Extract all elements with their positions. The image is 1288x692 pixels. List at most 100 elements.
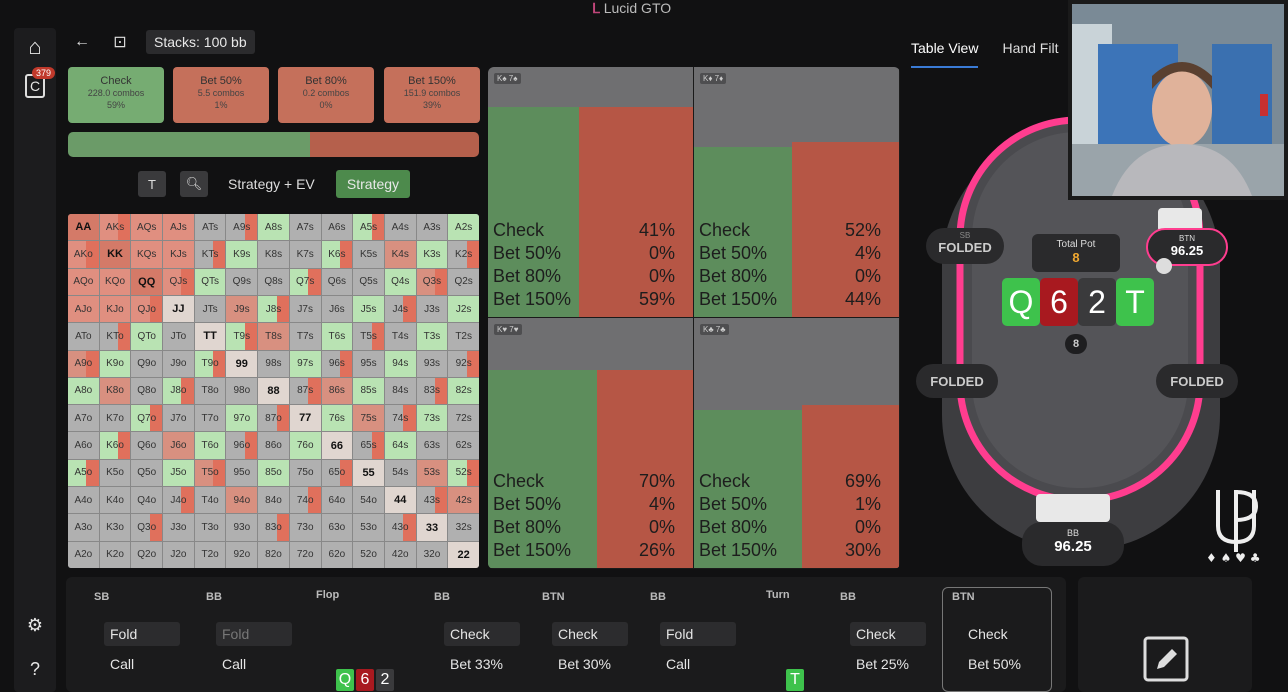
hand-cell[interactable]: Q3s <box>416 268 448 295</box>
hand-cell[interactable]: K8o <box>99 377 131 405</box>
board-quadrant[interactable]: K♥ 7♥ Check 70% Bet 50% 4% Bet 80% 0% Bet 150% 2… <box>488 318 693 568</box>
hand-cell[interactable]: AA <box>68 214 99 241</box>
history-action-option[interactable]: Call <box>222 656 247 672</box>
hand-cell[interactable]: 93s <box>416 350 448 377</box>
hand-cell[interactable]: KTo <box>99 323 131 350</box>
hand-cell[interactable]: J2o <box>163 541 194 568</box>
hand-cell[interactable]: 72o <box>289 541 321 568</box>
hand-cell[interactable]: 75s <box>353 405 384 432</box>
action-bet-80[interactable]: Bet 80% 0.2 combos 0% <box>278 67 374 123</box>
hand-cell[interactable]: ATo <box>68 323 99 350</box>
history-action-option[interactable]: Bet 25% <box>856 656 909 672</box>
hand-cell[interactable]: AKo <box>68 241 99 268</box>
hand-cell[interactable]: Q9o <box>131 350 163 377</box>
hand-cell[interactable]: 42o <box>384 541 416 568</box>
hand-cell[interactable]: T3o <box>194 514 226 541</box>
hand-cell[interactable]: 76o <box>289 432 321 459</box>
hand-cell[interactable]: A2o <box>68 541 99 568</box>
hand-cell[interactable]: 74s <box>384 405 416 432</box>
hand-cell[interactable]: 86s <box>321 377 353 405</box>
hand-cell[interactable]: T9o <box>194 350 226 377</box>
hand-cell[interactable]: 84s <box>384 377 416 405</box>
hand-cell[interactable]: T7s <box>289 323 321 350</box>
hand-cell[interactable]: 96s <box>321 350 353 377</box>
hand-cell[interactable]: 88 <box>258 377 289 405</box>
hand-cell[interactable]: Q5o <box>131 459 163 487</box>
hand-cell[interactable]: KJs <box>163 241 194 268</box>
hand-cell[interactable]: 76s <box>321 405 353 432</box>
hand-cell[interactable]: Q9s <box>226 268 258 295</box>
hand-cell[interactable]: Q4s <box>384 268 416 295</box>
hand-cell[interactable]: 94o <box>226 487 258 514</box>
hand-cell[interactable]: 62s <box>448 432 479 459</box>
hand-cell[interactable]: T4o <box>194 487 226 514</box>
hand-cell[interactable]: T6s <box>321 323 353 350</box>
hand-cell[interactable]: Q3o <box>131 514 163 541</box>
hand-cell[interactable]: 54s <box>384 459 416 487</box>
hand-cell[interactable]: A8o <box>68 377 99 405</box>
hand-cell[interactable]: A4s <box>384 214 416 241</box>
hand-cell[interactable]: 87o <box>258 405 289 432</box>
hand-cell[interactable]: AQo <box>68 268 99 295</box>
board-quadrant[interactable]: K♠ 7♠ Check 41% Bet 50% 0% Bet 80% 0% Bet 150% 5… <box>488 67 693 317</box>
hand-cell[interactable]: J9s <box>226 295 258 323</box>
hand-cell[interactable]: J5s <box>353 295 384 323</box>
hand-cell[interactable]: Q6s <box>321 268 353 295</box>
hand-cell[interactable]: J8s <box>258 295 289 323</box>
hand-cell[interactable]: QQ <box>131 268 163 295</box>
hand-cell[interactable]: 63s <box>416 432 448 459</box>
hand-cell[interactable]: 93o <box>226 514 258 541</box>
history-action-option[interactable]: Check <box>552 622 628 646</box>
history-action-option[interactable]: Call <box>666 656 691 672</box>
hand-cell[interactable]: 98o <box>226 377 258 405</box>
history-action-option[interactable]: Check <box>444 622 520 646</box>
seat-right[interactable]: FOLDED <box>1156 364 1238 398</box>
hand-cell[interactable]: 22 <box>448 541 479 568</box>
hand-cell[interactable]: JTs <box>194 295 226 323</box>
stacks-selector[interactable]: Stacks: 100 bb <box>146 30 255 54</box>
action-bet-50[interactable]: Bet 50% 5.5 combos 1% <box>173 67 269 123</box>
hand-cell[interactable]: 87s <box>289 377 321 405</box>
seat-sb[interactable]: SB FOLDED <box>926 228 1004 264</box>
hand-cell[interactable]: A6s <box>321 214 353 241</box>
help-icon[interactable]: ? <box>29 658 40 679</box>
hand-cell[interactable]: A4o <box>68 487 99 514</box>
hand-cell[interactable]: 55 <box>353 459 384 487</box>
hand-cell[interactable]: A3o <box>68 514 99 541</box>
hand-cell[interactable]: T8s <box>258 323 289 350</box>
hand-cell[interactable]: A6o <box>68 432 99 459</box>
hand-cell[interactable]: AJs <box>163 214 194 241</box>
hand-cell[interactable]: 96o <box>226 432 258 459</box>
text-toggle-button[interactable]: T <box>138 171 166 197</box>
hand-cell[interactable]: 82s <box>448 377 479 405</box>
hand-cell[interactable]: K7s <box>289 241 321 268</box>
hand-cell[interactable]: J6o <box>163 432 194 459</box>
hand-cell[interactable]: A7o <box>68 405 99 432</box>
hand-cell[interactable]: JJ <box>163 295 194 323</box>
hand-cell[interactable]: QJs <box>163 268 194 295</box>
history-action-option[interactable]: Bet 30% <box>558 656 611 672</box>
hand-cell[interactable]: K5s <box>353 241 384 268</box>
hand-cell[interactable]: KQo <box>99 268 131 295</box>
history-action-option[interactable]: Fold <box>216 622 292 646</box>
hand-cell[interactable]: 73o <box>289 514 321 541</box>
hand-cell[interactable]: J4s <box>384 295 416 323</box>
hand-cell[interactable]: 97s <box>289 350 321 377</box>
hand-cell[interactable]: K2s <box>448 241 479 268</box>
hand-cell[interactable]: Q8s <box>258 268 289 295</box>
hand-cell[interactable]: K8s <box>258 241 289 268</box>
hand-cell[interactable]: Q5s <box>353 268 384 295</box>
hand-cell[interactable]: 82o <box>258 541 289 568</box>
hand-cell[interactable]: AKs <box>99 214 131 241</box>
hand-cell[interactable]: K7o <box>99 405 131 432</box>
hand-cell[interactable]: 65o <box>321 459 353 487</box>
hand-cell[interactable]: 44 <box>384 487 416 514</box>
hand-cell[interactable]: 86o <box>258 432 289 459</box>
hand-cell[interactable]: KTs <box>194 241 226 268</box>
history-action-option[interactable]: Call <box>110 656 135 672</box>
hand-cell[interactable]: K2o <box>99 541 131 568</box>
history-action-option[interactable]: Bet 33% <box>450 656 503 672</box>
hand-cell[interactable]: 63o <box>321 514 353 541</box>
hand-cell[interactable]: 53s <box>416 459 448 487</box>
back-arrow-icon[interactable]: ← <box>74 33 90 50</box>
